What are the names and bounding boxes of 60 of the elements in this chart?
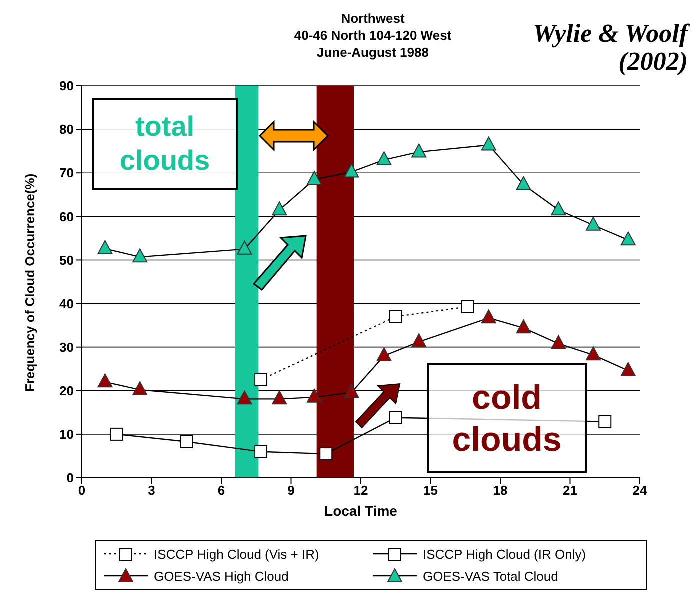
y-tick-label: 80 (60, 122, 74, 138)
point (481, 310, 496, 324)
point (132, 248, 148, 263)
point (307, 171, 322, 186)
point (376, 348, 392, 362)
point (237, 390, 252, 405)
y-tick-label: 0 (66, 470, 74, 486)
x-tick-label: 0 (78, 483, 86, 498)
legend-label: GOES-VAS High Cloud (154, 568, 289, 584)
chart-title: Northwest (340, 10, 406, 27)
point (272, 202, 288, 216)
point (376, 152, 392, 166)
y-axis-title: Frequency of Cloud Occurrence(%) (22, 174, 38, 392)
x-tick-label: 18 (493, 483, 508, 498)
text: Wylie & Woolf (2002) (532, 19, 688, 76)
x-tick-label: 6 (218, 483, 226, 498)
text-box: total clouds (92, 98, 238, 190)
y-tick-label: 90 (60, 78, 74, 94)
x-tick-label: 24 (632, 483, 648, 498)
y-tick-label: 30 (60, 340, 74, 355)
point (586, 216, 601, 231)
x-tick-label: 3 (148, 483, 156, 498)
x-tick-label: 12 (354, 483, 368, 498)
legend-label: GOES-VAS Total Cloud (423, 568, 558, 584)
point (412, 334, 427, 348)
point (307, 388, 322, 403)
annotation: cold clouds (452, 379, 562, 459)
point (132, 382, 148, 396)
point (272, 390, 288, 405)
chart-subtitle: 40-46 North 104-120 West June-August 1988 (293, 27, 453, 61)
y-tick-label: 60 (60, 209, 74, 224)
point (551, 335, 566, 350)
x-tick-label: 21 (563, 483, 578, 498)
point (412, 144, 427, 158)
y-tick-label: 40 (60, 296, 74, 312)
y-tick-label: 50 (60, 252, 74, 268)
annotation: total clouds (120, 111, 210, 176)
point (516, 320, 532, 334)
point (98, 374, 113, 388)
point (481, 136, 496, 151)
point (344, 164, 360, 178)
x-axis-title: Local Time (324, 503, 398, 519)
point (551, 202, 566, 216)
text-box: cold clouds (427, 363, 587, 473)
point (516, 176, 532, 190)
point (586, 346, 601, 361)
y-tick-label: 70 (60, 166, 74, 181)
point (620, 362, 636, 376)
point (254, 445, 268, 458)
point (98, 240, 113, 254)
y-tick-label: 20 (60, 384, 74, 399)
point (320, 448, 333, 461)
point (620, 232, 636, 246)
legend-label: ISCCP High Cloud (IR Only) (423, 546, 586, 562)
x-tick-label: 9 (288, 483, 295, 498)
x-tick-label: 15 (424, 483, 438, 498)
y-tick-label: 10 (60, 427, 74, 442)
legend-label: ISCCP High Cloud (Vis + IR) (154, 546, 320, 562)
point (237, 240, 252, 255)
point (344, 384, 360, 398)
